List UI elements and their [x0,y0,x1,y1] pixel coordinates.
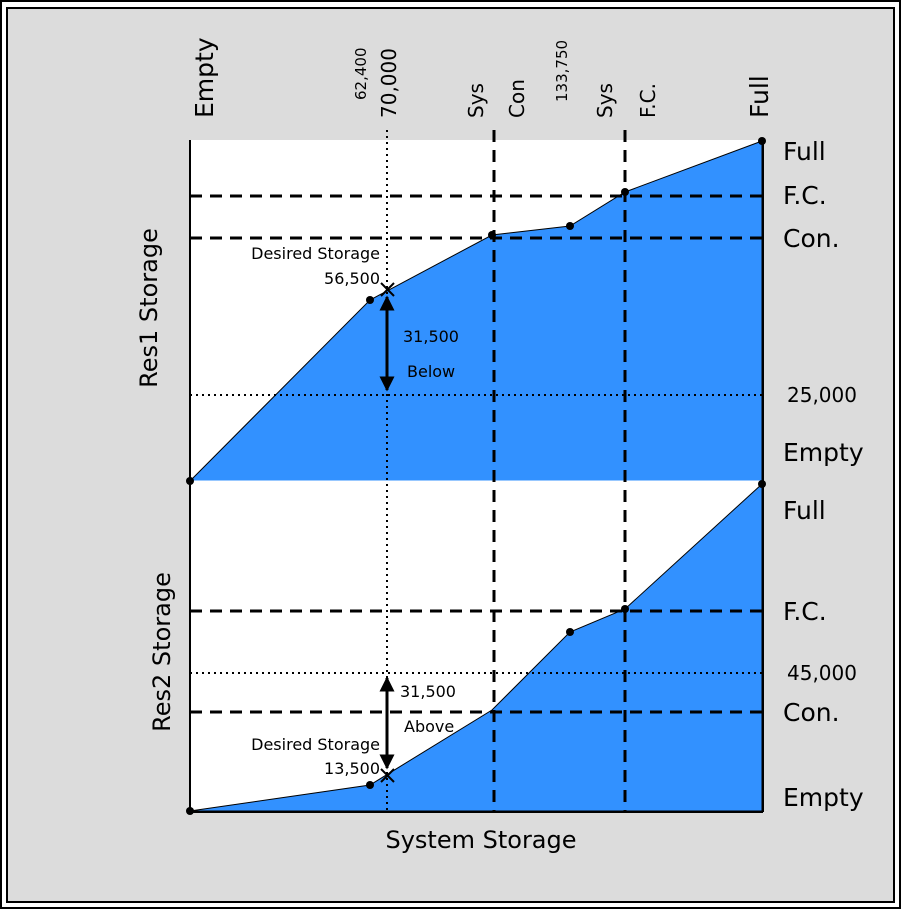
top-label-sys-1: Sys [464,83,488,118]
res1-desired-label: Desired Storage [251,244,380,263]
res2-point [186,807,194,815]
top-label-70000: 70,000 [377,48,401,118]
res2-desired-marker [380,768,395,783]
res2-axis-label: Res2 Storage [148,572,176,732]
res1-point [758,137,766,145]
res2-level-fc: F.C. [783,597,827,626]
top-label-sys-2: Sys [593,83,617,118]
x-axis-label: System Storage [385,826,576,854]
top-label-full: Full [745,75,774,118]
res2-breakpoints [186,480,766,815]
res1-desired-value: 56,500 [324,269,380,288]
res1-desired-marker [380,282,395,297]
top-label-empty: Empty [190,37,219,118]
top-label-62400: 62,400 [352,48,370,101]
res1-axis-label: Res1 Storage [135,228,163,388]
res2-desired-label: Desired Storage [251,735,380,754]
res2-point [758,480,766,488]
res2-level-empty: Empty [783,783,864,812]
res2-arrow-value: 31,500 [400,682,456,701]
res1-level-value: 25,000 [787,383,857,407]
res2-level-con: Con. [783,698,840,727]
res2-point [621,605,629,613]
res1-point [566,222,574,230]
res1-point [366,296,374,304]
res1-level-full: Full [783,137,826,166]
res1-level-fc: F.C. [783,181,827,210]
res1-arrow-value: 31,500 [403,327,459,346]
top-label-con: Con [505,79,529,118]
res1-level-con: Con. [783,224,840,253]
res1-point [186,477,194,485]
res1-point [621,188,629,196]
res2-point [366,781,374,789]
res2-level-full: Full [783,496,826,525]
top-label-133750: 133,750 [553,40,571,102]
res1-level-empty: Empty [783,438,864,467]
res1-arrow-direction: Below [407,362,455,381]
top-label-fc: F.C. [636,83,660,118]
res2-level-value: 45,000 [787,661,857,685]
res2-point [566,628,574,636]
res2-desired-value: 13,500 [324,759,380,778]
res2-arrow-direction: Above [404,717,454,736]
res1-breakpoints [186,137,766,485]
res1-point [488,231,496,239]
